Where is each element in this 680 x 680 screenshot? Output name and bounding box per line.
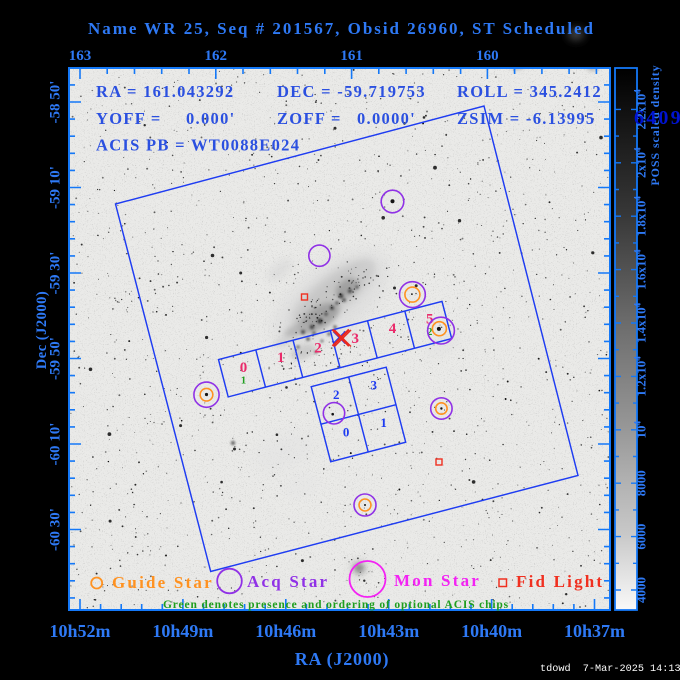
svg-text:RA = 161.043292: RA = 161.043292 xyxy=(96,82,234,101)
svg-text:-59 50': -59 50' xyxy=(48,337,64,380)
svg-text:ZOFF =: ZOFF = xyxy=(277,109,342,128)
svg-text:-58 50': -58 50' xyxy=(48,81,64,124)
svg-text:RA (J2000): RA (J2000) xyxy=(295,649,390,670)
svg-text:6000: 6000 xyxy=(634,524,649,550)
svg-text:6409: 6409 xyxy=(634,107,680,129)
svg-text:1: 1 xyxy=(241,375,246,386)
svg-text:2: 2 xyxy=(427,327,432,338)
svg-text:2.2x104: 2.2x104 xyxy=(633,89,649,130)
svg-text:YOFF =: YOFF = xyxy=(96,109,162,128)
svg-text:Fid Light: Fid Light xyxy=(516,572,604,591)
svg-text:1.4x104: 1.4x104 xyxy=(633,302,649,343)
svg-text:ZSIM = -6.13995: ZSIM = -6.13995 xyxy=(457,109,595,128)
svg-text:10h37m: 10h37m xyxy=(564,621,625,641)
svg-text:10h43m: 10h43m xyxy=(358,621,419,641)
svg-text:1.8x104: 1.8x104 xyxy=(633,196,649,237)
svg-text:0: 0 xyxy=(343,425,350,440)
svg-text:-60 30': -60 30' xyxy=(48,508,64,551)
svg-text:DEC = -59.719753: DEC = -59.719753 xyxy=(277,82,426,101)
svg-text:163: 163 xyxy=(69,48,92,64)
svg-text:Green denotes presence and ord: Green denotes presence and ordering of o… xyxy=(163,599,509,611)
svg-text:5: 5 xyxy=(426,311,434,327)
svg-text:1: 1 xyxy=(277,350,285,366)
svg-text:1.2x104: 1.2x104 xyxy=(633,356,649,397)
svg-text:0: 0 xyxy=(240,360,248,376)
svg-text:Guide Star: Guide Star xyxy=(112,573,214,592)
svg-text:8000: 8000 xyxy=(634,470,649,496)
svg-text:Mon Star: Mon Star xyxy=(394,571,481,590)
svg-text:Acq Star: Acq Star xyxy=(247,572,329,591)
svg-text:161: 161 xyxy=(340,48,363,64)
svg-text:4: 4 xyxy=(389,321,397,337)
svg-text:1: 1 xyxy=(380,415,387,430)
svg-text:4000: 4000 xyxy=(634,577,649,603)
svg-text:10h40m: 10h40m xyxy=(461,621,522,641)
svg-text:3: 3 xyxy=(352,331,360,347)
svg-text:-60 10': -60 10' xyxy=(48,423,64,466)
svg-text:10h49m: 10h49m xyxy=(152,621,213,641)
svg-text:Name WR 25, Seq # 201567, Obsi: Name WR 25, Seq # 201567, Obsid 26960, S… xyxy=(88,19,595,38)
svg-text:2x104: 2x104 xyxy=(633,147,649,178)
svg-text:3: 3 xyxy=(371,377,378,392)
svg-text:160: 160 xyxy=(476,48,499,64)
svg-text:10h52m: 10h52m xyxy=(49,621,110,641)
svg-text:-59 30': -59 30' xyxy=(48,252,64,295)
svg-text:Dec (J2000): Dec (J2000) xyxy=(34,291,50,369)
svg-text:10h46m: 10h46m xyxy=(255,621,316,641)
svg-text:ROLL = 345.2412: ROLL = 345.2412 xyxy=(457,82,602,101)
svg-text:162: 162 xyxy=(205,48,228,64)
svg-text:2: 2 xyxy=(333,387,340,402)
svg-text:0.0000': 0.0000' xyxy=(357,109,416,128)
svg-text:ACIS PB = WT0088E024: ACIS PB = WT0088E024 xyxy=(96,136,300,155)
svg-text:POSS scaled density: POSS scaled density xyxy=(648,64,662,185)
svg-text:-59 10': -59 10' xyxy=(48,166,64,209)
svg-text:1.6x104: 1.6x104 xyxy=(633,249,649,290)
svg-text:0.000': 0.000' xyxy=(186,109,236,128)
svg-text:2: 2 xyxy=(314,341,322,357)
svg-text:tdowd 7-Mar-2025 14:13: tdowd 7-Mar-2025 14:13 xyxy=(540,663,680,675)
